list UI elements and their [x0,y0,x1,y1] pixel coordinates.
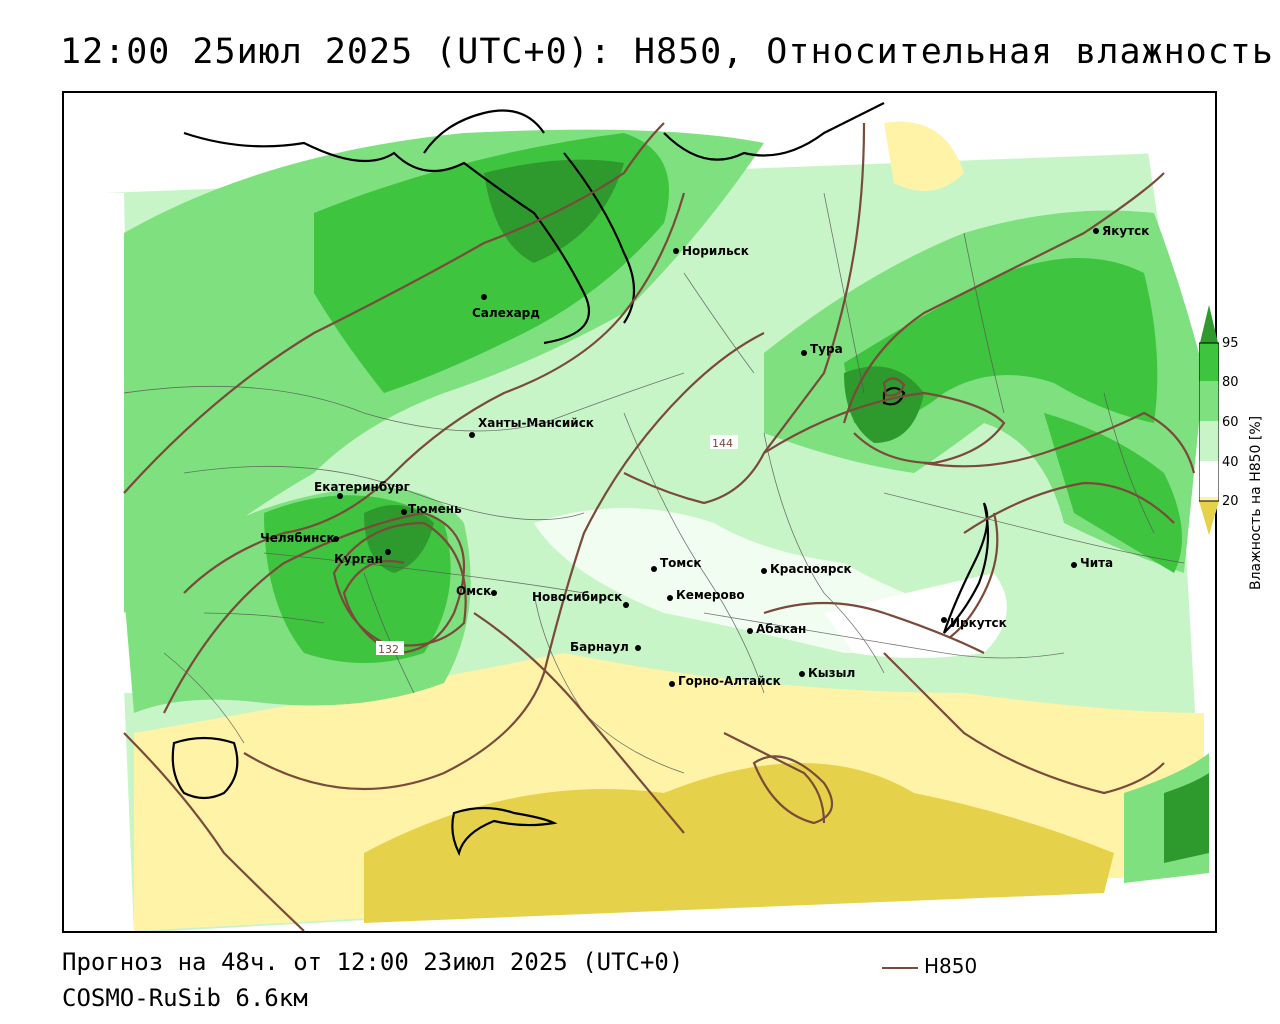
city-label-tura: Тура [810,342,843,356]
colorbar-tick-40: 40 [1222,455,1239,470]
city-label-gorno-altaysk: Горно-Алтайск [678,674,781,688]
city-dot [333,536,339,542]
city-label-irkutsk: Иркутск [950,616,1007,630]
city-label-chita: Чита [1080,556,1113,570]
city-label-krasnoyarsk: Красноярск [770,562,852,576]
contour-labels: 144 132 [376,435,738,656]
colorbar-tick-95: 95 [1222,336,1239,351]
map-title: 12:00 25июл 2025 (UTC+0): H850, Относите… [60,32,1274,72]
city-dot [401,509,407,515]
colorbar-scale [1199,305,1219,535]
city-label-khanty-mansiysk: Ханты-Мансийск [478,416,594,430]
colorbar-tick-80: 80 [1222,375,1239,390]
city-label-barnaul: Барнаул [570,640,629,654]
contour-legend-label: H850 [924,954,978,978]
city-dot [941,617,947,623]
colorbar-title: Влажность на H850 [%] [1248,415,1264,590]
forecast-info: Прогноз на 48ч. от 12:00 23июл 2025 (UTC… [62,948,684,976]
city-label-norilsk: Норильск [682,244,749,258]
colorbar-tick-60: 60 [1222,415,1239,430]
model-name: COSMO-RuSib 6.6км [62,984,308,1012]
city-dot [669,681,675,687]
contour-legend: H850 [882,954,977,978]
city-dot [469,432,475,438]
very-dry-region [364,763,1114,923]
map-panel[interactable]: 144 132 Салехард Норильск Якутск Тура Ха… [62,91,1217,933]
city-layer: Салехард Норильск Якутск Тура Ханты-Манс… [260,224,1149,688]
city-dot [799,671,805,677]
city-dot [801,350,807,356]
city-dot [651,566,657,572]
city-label-yakutsk: Якутск [1102,224,1149,238]
city-dot [1093,228,1099,234]
city-label-kyzyl: Кызыл [808,666,855,680]
city-dot [623,602,629,608]
city-label-abakan: Абакан [756,622,806,636]
city-dot [635,645,641,651]
city-dot [481,294,487,300]
city-dot [491,590,497,596]
contour-label-144: 144 [712,437,733,450]
city-dot [673,248,679,254]
city-label-kurgan: Курган [334,552,383,566]
city-label-kemerovo: Кемерово [676,588,745,602]
humidity-map: 144 132 Салехард Норильск Якутск Тура Ха… [64,93,1215,931]
contour-legend-swatch [882,966,918,969]
city-dot [667,595,673,601]
city-dot [747,628,753,634]
city-label-tyumen: Тюмень [408,502,462,516]
city-dot [1071,562,1077,568]
contour-label-132: 132 [378,643,399,656]
city-dot [337,493,343,499]
city-label-omsk: Омск [456,584,491,598]
city-label-tomsk: Томск [660,556,702,570]
city-label-ekaterinburg: Екатеринбург [314,480,410,494]
city-dot [385,549,391,555]
h850-contours [123,122,1196,931]
coastlines [171,102,990,857]
city-dot [761,568,767,574]
city-label-novosibirsk: Новосибирск [532,590,622,604]
city-label-chelyabinsk: Челябинск [260,531,335,545]
city-label-salekhard: Салехард [472,306,540,320]
colorbar-tick-20: 20 [1222,494,1239,509]
